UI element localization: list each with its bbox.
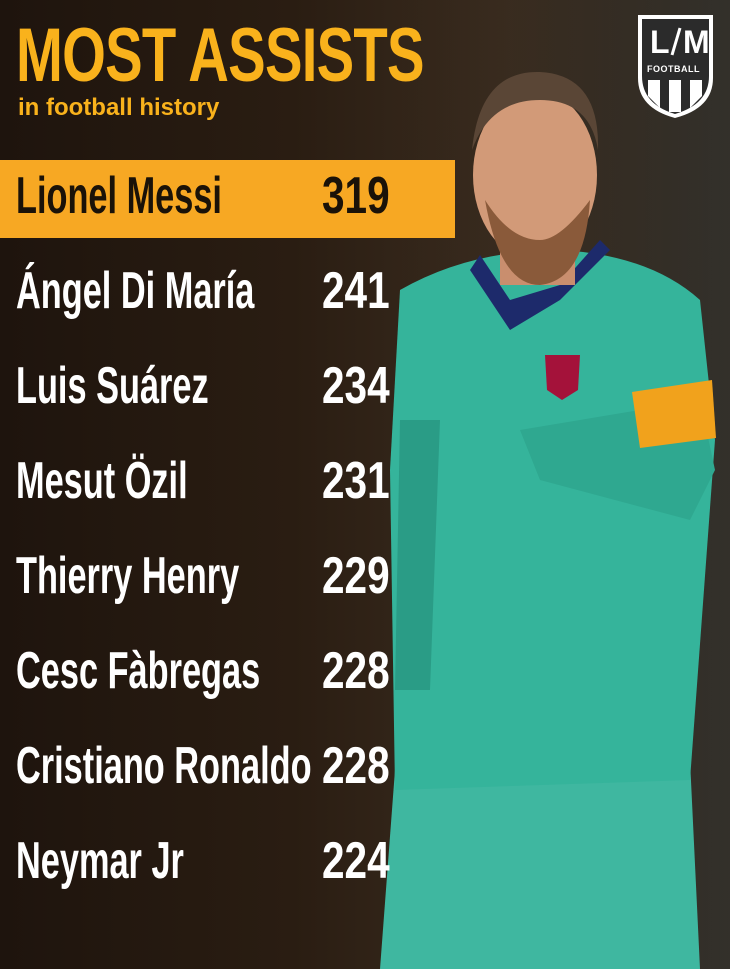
subtitle: in football history — [18, 94, 220, 121]
player-name: Cristiano Ronaldo — [16, 737, 312, 795]
assist-count: 228 — [322, 737, 390, 795]
player-name: Thierry Henry — [16, 547, 240, 605]
ranking-row: Ángel Di María 241 — [0, 255, 455, 333]
assist-count: 234 — [322, 357, 390, 415]
logo-letter: L — [650, 24, 670, 60]
ranking-row: Mesut Özil 231 — [0, 445, 455, 523]
ranking-row: Lionel Messi 319 — [0, 160, 455, 238]
player-name: Cesc Fàbregas — [16, 642, 261, 700]
ranking-row: Luis Suárez 234 — [0, 350, 455, 428]
player-name: Ángel Di María — [16, 262, 255, 320]
player-name: Lionel Messi — [16, 167, 222, 225]
logo-caption: FOOTBALL — [647, 64, 700, 74]
player-name: Neymar Jr — [16, 832, 184, 890]
title: MOST ASSISTS — [16, 13, 425, 98]
ranking-row: Thierry Henry 229 — [0, 540, 455, 618]
ranking-row: Neymar Jr 224 — [0, 825, 455, 903]
logo-letter: M — [683, 24, 710, 60]
assist-count: 228 — [322, 642, 390, 700]
ranking-row: Cesc Fàbregas 228 — [0, 635, 455, 713]
assist-count: 231 — [322, 452, 390, 510]
assist-count: 229 — [322, 547, 390, 605]
assist-count: 241 — [322, 262, 390, 320]
player-name: Luis Suárez — [16, 357, 209, 415]
player-name: Mesut Özil — [16, 452, 188, 510]
ranking-row: Cristiano Ronaldo 228 — [0, 730, 455, 808]
assist-count: 319 — [322, 167, 390, 225]
assist-count: 224 — [322, 832, 390, 890]
